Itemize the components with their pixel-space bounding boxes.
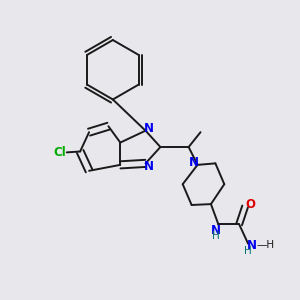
Text: N: N bbox=[189, 156, 199, 169]
Text: N: N bbox=[144, 122, 154, 135]
Text: H: H bbox=[244, 246, 251, 256]
Text: N: N bbox=[211, 224, 221, 237]
Text: N: N bbox=[247, 238, 256, 252]
Text: —H: —H bbox=[257, 240, 275, 250]
Text: H: H bbox=[212, 231, 220, 241]
Text: Cl: Cl bbox=[53, 146, 66, 159]
Text: O: O bbox=[245, 198, 256, 211]
Text: N: N bbox=[144, 160, 154, 173]
